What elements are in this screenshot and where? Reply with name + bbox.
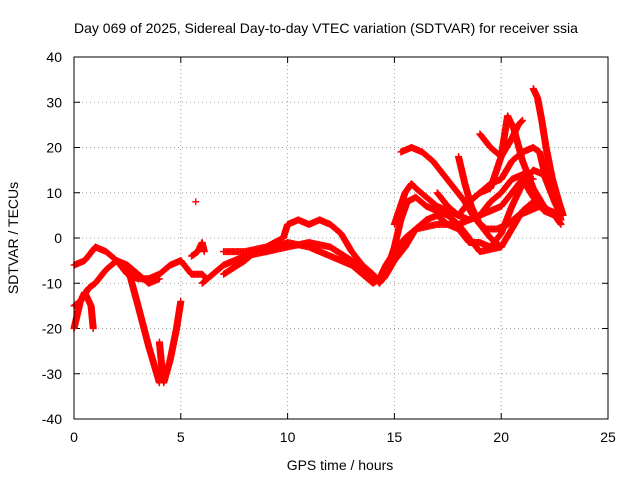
data-point <box>177 297 185 305</box>
data-point <box>497 243 505 251</box>
data-point <box>200 248 208 256</box>
axes: 0 5 10 15 20 25 -40 -30 -20 -10 0 10 20 30 40 <box>42 49 616 445</box>
x-tick-label: 10 <box>280 429 296 445</box>
y-tick-label: -20 <box>42 321 62 337</box>
plot-frame <box>73 56 609 420</box>
x-tick-label: 25 <box>600 429 616 445</box>
data-point <box>89 325 97 332</box>
series-arc-h <box>187 239 208 260</box>
data-point <box>559 211 567 219</box>
y-tick-label: -40 <box>42 411 62 427</box>
data-point <box>557 216 565 224</box>
series-arc-r <box>529 85 567 219</box>
y-tick-label: -30 <box>42 366 62 382</box>
y-tick-label: 40 <box>46 49 62 65</box>
series-arc-g <box>192 198 200 206</box>
series-arc-p <box>476 116 527 161</box>
y-tick-label: -10 <box>42 275 62 291</box>
data-point <box>519 116 527 124</box>
series-arc-q <box>433 171 537 224</box>
series-arc-k <box>220 193 565 287</box>
x-tick-label: 0 <box>70 429 78 445</box>
series-arc-c <box>70 288 97 332</box>
series-arc-e <box>155 297 185 387</box>
x-tick-label: 5 <box>177 429 185 445</box>
x-tick-label: 20 <box>493 429 509 445</box>
y-axis-label: SDTVAR / TECUs <box>5 182 21 294</box>
data-points <box>70 85 567 387</box>
data-point <box>192 198 200 206</box>
data-point <box>529 175 537 183</box>
series-arc-d <box>113 257 163 387</box>
y-tick-label: 0 <box>54 230 62 246</box>
x-tick-label: 15 <box>387 429 403 445</box>
chart-title: Day 069 of 2025, Sidereal Day-to-day VTE… <box>74 20 578 36</box>
y-tick-label: 10 <box>46 185 62 201</box>
x-axis-label: GPS time / hours <box>287 457 394 473</box>
y-tick-label: 30 <box>46 94 62 110</box>
y-tick-label: 20 <box>46 140 62 156</box>
